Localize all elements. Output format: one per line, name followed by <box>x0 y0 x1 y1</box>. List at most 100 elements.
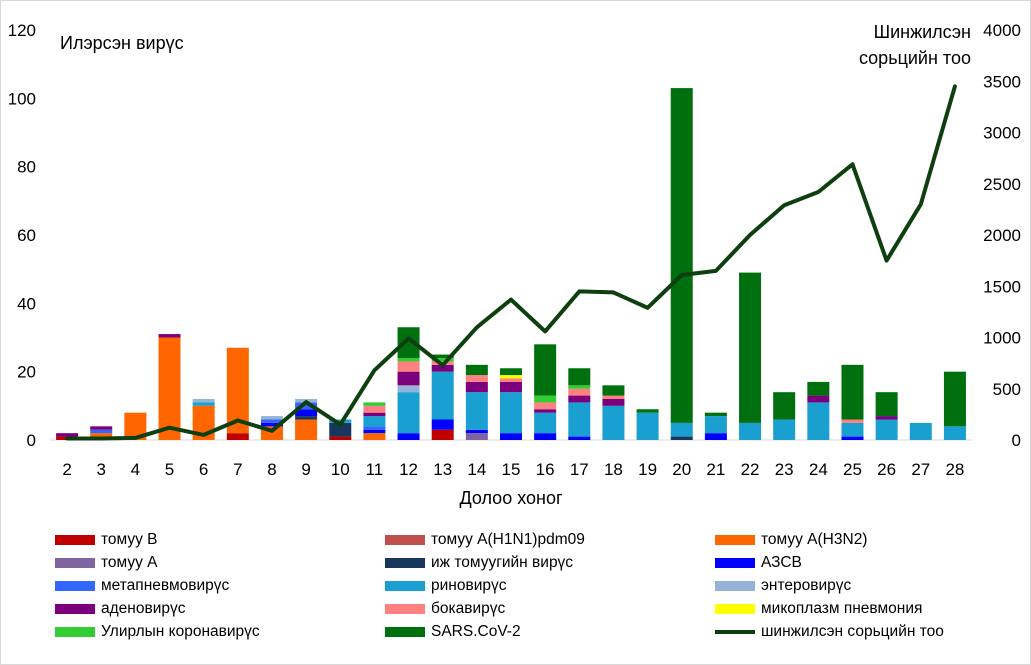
x-tick-label: 9 <box>301 460 310 479</box>
x-tick-label: 8 <box>267 460 276 479</box>
bar-segment <box>841 419 864 423</box>
bar-segment <box>875 419 898 440</box>
x-tick-label: 21 <box>706 460 725 479</box>
legend-label: микоплазм пневмония <box>761 600 923 617</box>
y-right-tick-label: 1000 <box>983 329 1021 348</box>
x-tick-label: 11 <box>366 460 384 479</box>
bar-segment <box>909 422 932 440</box>
x-tick-label: 26 <box>877 460 896 479</box>
bar-segment <box>500 381 522 393</box>
legend-label: шинжилсэн сорьцийн тоо <box>761 623 944 640</box>
legend-item: риновирүс <box>385 575 715 597</box>
bar-segment <box>465 429 488 434</box>
bar-segment <box>534 409 557 413</box>
bar-segment <box>363 405 386 413</box>
bar-segment <box>807 402 830 440</box>
x-tick-label: 6 <box>199 460 208 479</box>
legend-label: томуу B <box>101 531 158 548</box>
x-tick-label: 14 <box>467 460 486 479</box>
bar-segment <box>534 402 557 410</box>
legend-label: иж томуугийн вирүс <box>431 554 574 571</box>
bar-segment <box>260 416 283 420</box>
bar-segment <box>397 385 420 393</box>
legend-swatch <box>385 535 425 545</box>
legend-swatch <box>55 627 95 637</box>
y-right-tick-label: 2000 <box>983 226 1021 245</box>
legend-item: микоплазм пневмония <box>715 598 1015 620</box>
bar-segment <box>431 429 454 440</box>
bar-segment <box>329 422 352 437</box>
bar-segment <box>363 412 386 417</box>
legend-swatch <box>715 604 755 614</box>
bar-segment <box>534 395 557 403</box>
bar-segment <box>260 422 283 427</box>
bar-segment <box>56 433 79 437</box>
bar-segment <box>465 392 488 430</box>
y-left-tick-label: 20 <box>17 363 36 382</box>
y-left-tick-label: 80 <box>17 158 36 177</box>
legend-label: риновирүс <box>431 577 507 594</box>
legend-label: АЗСВ <box>761 554 802 571</box>
bar-segment <box>465 381 488 393</box>
bar-segment <box>397 433 420 440</box>
y-right-tick-label: 500 <box>993 380 1021 399</box>
bar-segment <box>602 385 625 396</box>
bar-segment <box>534 433 557 440</box>
bar-segment <box>534 344 557 396</box>
legend-label: SARS.CoV-2 <box>431 623 521 640</box>
y-right-axis-title: Шинжилсэн <box>874 22 971 42</box>
y-right-tick-label: 0 <box>1012 431 1021 450</box>
legend-swatch <box>385 627 425 637</box>
bar-segment <box>363 416 386 427</box>
legend-swatch <box>385 581 425 591</box>
legend-swatch <box>55 581 95 591</box>
bar-segment <box>226 347 249 434</box>
bar-segment <box>295 416 318 420</box>
y-right-tick-label: 2500 <box>983 175 1021 194</box>
x-tick-label: 28 <box>945 460 964 479</box>
x-tick-label: 13 <box>433 460 452 479</box>
x-tick-label: 27 <box>911 460 930 479</box>
x-tick-label: 25 <box>843 460 862 479</box>
bar-segment <box>568 402 591 437</box>
x-tick-label: 7 <box>233 460 242 479</box>
bar-segment <box>875 416 898 420</box>
y-left-tick-label: 0 <box>27 431 36 450</box>
x-tick-label: 24 <box>809 460 828 479</box>
bar-segment <box>363 429 386 434</box>
bar-segment <box>704 412 727 417</box>
bar-segment <box>670 88 693 423</box>
bar-segment <box>670 436 693 440</box>
bar-segment <box>534 412 557 434</box>
legend-item: бокавирүс <box>385 598 715 620</box>
x-tick-label: 19 <box>638 460 657 479</box>
bar-segment <box>431 371 454 420</box>
chart-plot: 0 20 40 60 80 100 120 0 500 1000 1500 2000 2500 3000 3… <box>8 21 1021 508</box>
legend-item: иж томуугийн вирүс <box>385 552 715 574</box>
bar-segment <box>431 354 454 358</box>
bar-segment <box>500 375 522 379</box>
bar-segment <box>704 433 727 440</box>
x-tick-label: 15 <box>502 460 521 479</box>
legend-swatch <box>55 604 95 614</box>
y-right-axis-title: сорьцийн тоо <box>859 48 971 68</box>
legend-item: томуу A <box>55 552 385 574</box>
bar-segment <box>158 334 181 338</box>
bar-segment <box>329 436 352 440</box>
bar-segment <box>295 419 318 440</box>
legend-label: Улирлын коронавирүс <box>101 623 260 640</box>
x-tick-label: 17 <box>570 460 589 479</box>
y-left-tick-label: 100 <box>8 89 36 108</box>
bar-segment <box>431 364 454 372</box>
bar-segment <box>704 416 727 434</box>
bar-segment <box>397 361 420 372</box>
bar-segment <box>124 412 147 440</box>
legend-label: аденовирүс <box>101 600 186 617</box>
legend-swatch <box>55 535 95 545</box>
bar-segment <box>90 426 113 430</box>
x-tick-label: 2 <box>62 460 71 479</box>
legend-swatch <box>715 535 755 545</box>
legend-label: бокавирүс <box>431 600 506 617</box>
legend-item: шинжилсэн сорьцийн тоо <box>715 621 1015 643</box>
